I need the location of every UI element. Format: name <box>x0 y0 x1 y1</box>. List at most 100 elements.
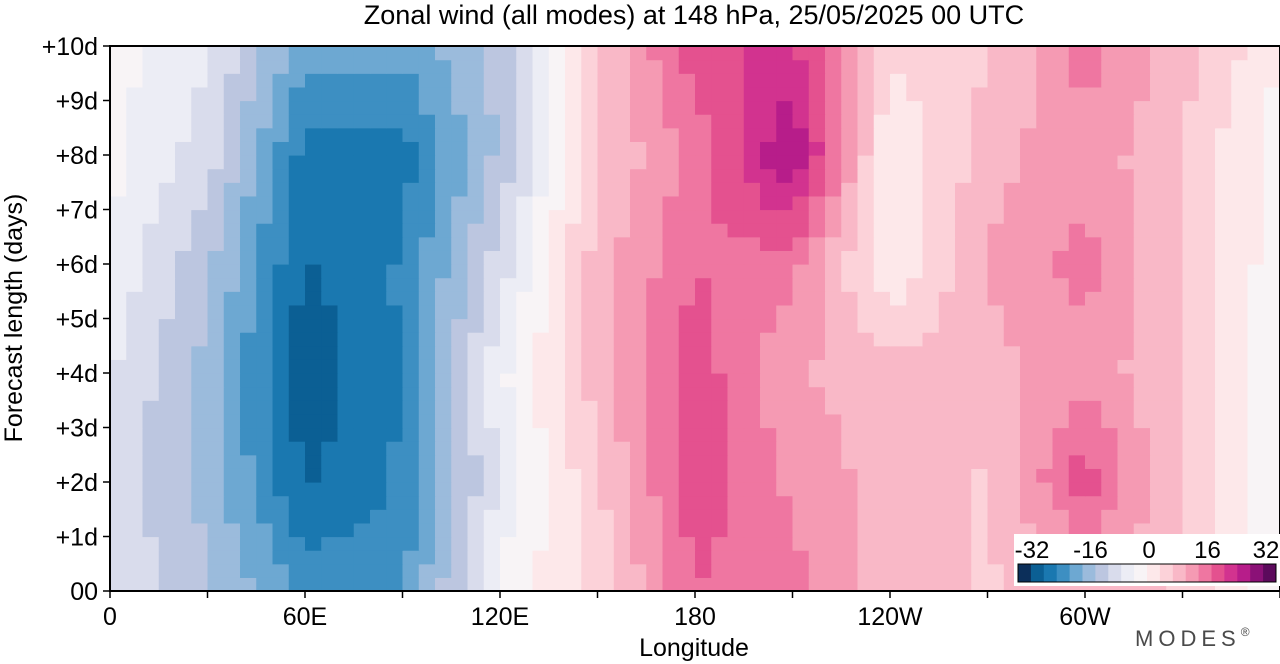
heatmap-cell <box>1231 427 1249 442</box>
heatmap-cell <box>678 550 696 565</box>
heatmap-cell <box>1182 291 1200 306</box>
heatmap-cell <box>158 373 176 388</box>
heatmap-cell <box>321 359 339 374</box>
heatmap-cell <box>1215 264 1232 279</box>
heatmap-cell <box>1198 509 1216 524</box>
heatmap-cell <box>581 509 599 524</box>
heatmap-cell <box>597 332 615 347</box>
heatmap-cell <box>873 482 891 497</box>
heatmap-cell <box>451 482 469 497</box>
heatmap-cell <box>126 304 144 320</box>
heatmap-cell <box>776 209 794 224</box>
heatmap-cell <box>516 359 534 374</box>
heatmap-cell <box>695 536 712 551</box>
heatmap-cell <box>418 250 436 265</box>
heatmap-cell <box>240 373 257 388</box>
y-tick-label: +7d <box>56 197 98 225</box>
heatmap-cell <box>792 550 810 565</box>
heatmap-cell <box>971 441 989 456</box>
heatmap-cell <box>727 182 745 197</box>
heatmap-cell <box>646 195 664 211</box>
heatmap-cell <box>743 223 761 238</box>
heatmap-cell <box>727 291 745 306</box>
heatmap-cell <box>532 563 550 578</box>
heatmap-cell <box>646 168 664 183</box>
heatmap-cell <box>402 304 420 320</box>
heatmap-cell <box>516 400 534 415</box>
heatmap-cell <box>337 468 355 483</box>
heatmap-cell <box>1231 250 1249 265</box>
heatmap-cell <box>353 550 371 565</box>
heatmap-cell <box>175 482 192 497</box>
heatmap-cell <box>483 345 501 360</box>
heatmap-cell <box>955 100 972 115</box>
heatmap-cell <box>532 182 550 197</box>
heatmap-cell <box>581 373 599 388</box>
heatmap-cell <box>922 536 940 551</box>
heatmap-cell <box>142 59 160 74</box>
heatmap-cell <box>987 495 1005 510</box>
heatmap-cell <box>711 182 729 197</box>
heatmap-cell <box>1215 236 1232 251</box>
heatmap-cell <box>1182 509 1200 524</box>
heatmap-cell <box>158 441 176 456</box>
heatmap-cell <box>922 127 940 142</box>
heatmap-cell <box>1101 46 1119 61</box>
heatmap-cell <box>792 468 810 483</box>
heatmap-cell <box>288 509 306 524</box>
heatmap-cell <box>532 86 550 102</box>
heatmap-cell <box>207 332 225 347</box>
heatmap-cell <box>305 182 322 197</box>
heatmap-cell <box>1101 209 1119 224</box>
heatmap-cell <box>581 114 599 129</box>
heatmap-cell <box>792 182 810 197</box>
heatmap-cell <box>1068 509 1086 524</box>
heatmap-cell <box>435 114 452 129</box>
heatmap-cell <box>1247 127 1265 142</box>
heatmap-cell <box>906 468 924 483</box>
heatmap-cell <box>532 386 550 401</box>
heatmap-cell <box>451 277 469 292</box>
heatmap-cell <box>987 441 1005 456</box>
heatmap-cell <box>548 536 566 551</box>
heatmap-cell <box>1231 291 1249 306</box>
heatmap-cell <box>597 359 615 374</box>
heatmap-cell <box>1068 250 1086 265</box>
heatmap-cell <box>727 318 745 333</box>
heatmap-cell <box>110 359 127 374</box>
heatmap-cell <box>548 482 566 497</box>
heatmap-cell <box>873 318 891 333</box>
heatmap-cell <box>500 495 517 510</box>
heatmap-cell <box>402 386 420 401</box>
heatmap-cell <box>288 168 306 183</box>
heatmap-cell <box>825 318 842 333</box>
heatmap-cell <box>483 577 501 591</box>
heatmap-cell <box>175 304 192 320</box>
heatmap-cell <box>776 46 794 61</box>
heatmap-cell <box>321 195 339 211</box>
heatmap-cell <box>483 318 501 333</box>
heatmap-cell <box>987 46 1005 61</box>
heatmap-cell <box>1198 264 1216 279</box>
heatmap-cell <box>727 482 745 497</box>
heatmap-cell <box>792 386 810 401</box>
heatmap-cell <box>1198 427 1216 442</box>
heatmap-cell <box>451 495 469 510</box>
heatmap-cell <box>223 127 241 142</box>
heatmap-cell <box>321 304 339 320</box>
heatmap-cell <box>873 468 891 483</box>
heatmap-cell <box>857 100 875 115</box>
heatmap-cell <box>1101 454 1119 469</box>
heatmap-cell <box>532 195 550 211</box>
heatmap-cell <box>1085 223 1102 238</box>
heatmap-cell <box>337 386 355 401</box>
heatmap-cell <box>500 277 517 292</box>
heatmap-cell <box>760 59 777 74</box>
heatmap-cell <box>272 400 290 415</box>
heatmap-cell <box>418 550 436 565</box>
heatmap-cell <box>126 386 144 401</box>
heatmap-cell <box>548 59 566 74</box>
heatmap-cell <box>142 127 160 142</box>
heatmap-cell <box>760 141 777 156</box>
heatmap-cell <box>321 277 339 292</box>
